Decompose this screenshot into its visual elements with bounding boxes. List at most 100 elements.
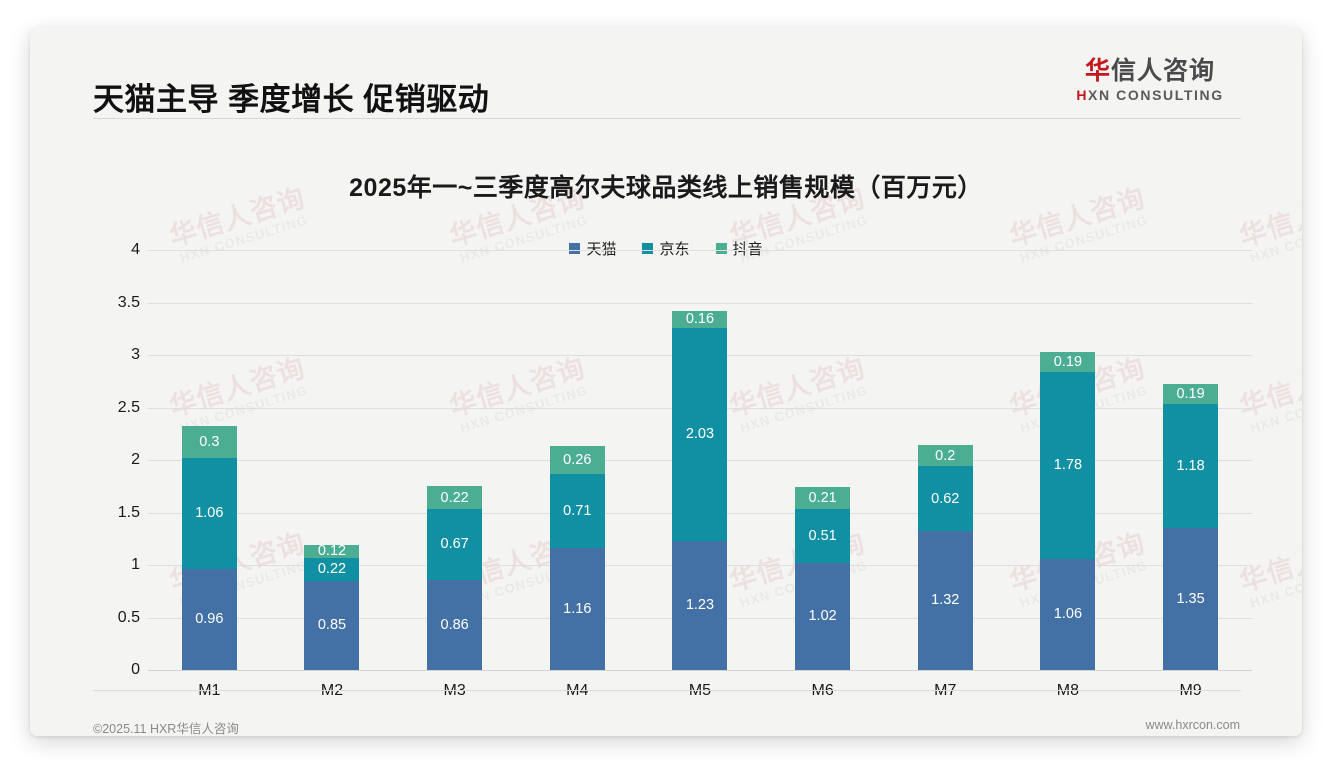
x-axis-label-M8: M8: [1056, 682, 1080, 699]
x-axis-label-M1: M1: [198, 682, 221, 699]
bar-segment-抖音-M8[interactable]: 0.19: [1040, 351, 1096, 372]
legend-swatch-icon: [642, 243, 654, 254]
logo-english-text: HXN CONSULTING: [1060, 86, 1240, 105]
chart-legend: 天猫 京东 抖音: [30, 238, 1302, 259]
bar-segment-京东-M7[interactable]: 0.62: [917, 466, 973, 532]
bar-group-M4[interactable]: 0.26 0.71 1.16: [549, 446, 605, 670]
y-axis-tick-label: 0.5: [117, 608, 140, 626]
bar-segment-天猫-M3[interactable]: 0.86: [427, 579, 483, 670]
bar-segment-京东-M4[interactable]: 0.71: [549, 473, 605, 549]
bar-value-label: 1.32: [931, 592, 960, 609]
bar-segment-抖音-M9[interactable]: 0.19: [1163, 384, 1219, 405]
logo-cn-rest: 信人咨询: [1111, 57, 1216, 85]
header-divider: [93, 118, 1241, 119]
bar-value-label: 1.18: [1176, 458, 1205, 475]
bar-value-label: 0.19: [1176, 386, 1205, 403]
slide-card: 华信人咨询 HXN CONSULTING 华信人咨询 HXN CONSULTING 华信…: [30, 28, 1302, 736]
bar-segment-京东-M5[interactable]: 2.03: [672, 327, 728, 541]
bar-segment-抖音-M5[interactable]: 0.16: [672, 310, 728, 328]
slide-header: 天猫主导 季度增长 促销驱动 华信人咨询 HXN CONSULTING: [30, 28, 1302, 120]
bar-value-label: 0.22: [317, 560, 347, 577]
y-axis-tick-label: 3: [131, 346, 140, 363]
bar-value-label: 0.22: [440, 489, 469, 506]
bar-value-label: 0.2: [935, 447, 956, 464]
bar-segment-天猫-M8[interactable]: 1.06: [1040, 558, 1096, 670]
y-axis-tick-label: 0: [131, 661, 140, 678]
page-title: 天猫主导 季度增长 促销驱动: [93, 82, 490, 117]
bar-segment-抖音-M3[interactable]: 0.22: [427, 486, 483, 510]
legend-item-京东[interactable]: 京东: [642, 238, 690, 259]
x-axis-label-M4: M4: [566, 682, 589, 699]
legend-item-天猫[interactable]: 天猫: [569, 238, 616, 259]
x-axis-label-M6: M6: [811, 682, 834, 699]
bar-value-label: 1.16: [563, 600, 592, 617]
bar-segment-天猫-M6[interactable]: 1.02: [795, 562, 851, 670]
legend-label: 天猫: [586, 241, 617, 258]
x-axis-label-M9: M9: [1179, 682, 1202, 699]
bar-series-container: 0.3 1.06 0.96 0.12 0.22 0.85 0.22 0.67 0.86 0.26 0…: [148, 250, 1252, 670]
bar-value-label: 1.06: [1053, 606, 1083, 623]
bar-value-label: 0.96: [195, 611, 224, 628]
bar-value-label: 1.02: [808, 608, 837, 625]
x-axis-label-M3: M3: [443, 682, 466, 699]
bar-segment-抖音-M4[interactable]: 0.26: [549, 446, 605, 474]
legend-label: 京东: [659, 241, 690, 258]
legend-swatch-icon: [715, 243, 727, 254]
bar-value-label: 0.62: [931, 490, 960, 507]
bar-value-label: 0.21: [808, 490, 837, 507]
logo-h-char: H: [1076, 87, 1089, 103]
bar-value-label: 0.71: [563, 502, 592, 519]
bar-segment-天猫-M7[interactable]: 1.32: [917, 531, 973, 670]
bar-segment-天猫-M2[interactable]: 0.85: [304, 580, 360, 670]
bar-value-label: 0.51: [808, 527, 837, 544]
bar-group-M2[interactable]: 0.12 0.22 0.85: [304, 545, 360, 670]
y-axis-tick-label: 3.5: [117, 293, 140, 311]
bar-value-label: 1.35: [1176, 590, 1205, 607]
bar-group-M8[interactable]: 0.19 1.78 1.06: [1040, 351, 1096, 670]
bar-segment-抖音-M2[interactable]: 0.12: [304, 545, 360, 558]
bar-segment-天猫-M1[interactable]: 0.96: [181, 569, 237, 670]
bar-value-label: 1.78: [1053, 457, 1083, 473]
bar-value-label: 0.16: [685, 311, 715, 328]
bar-value-label: 0.3: [199, 433, 220, 450]
bar-value-label: 2.03: [685, 426, 715, 443]
y-axis-tick-label: 4: [131, 241, 140, 258]
gridline: [148, 670, 1252, 671]
bar-segment-京东-M8[interactable]: 1.78: [1040, 371, 1096, 559]
logo-hua-char: 华: [1084, 57, 1111, 85]
bar-segment-天猫-M9[interactable]: 1.35: [1163, 528, 1219, 670]
bar-group-M6[interactable]: 0.21 0.51 1.02: [795, 487, 851, 670]
logo-chinese-text: 华信人咨询: [1060, 56, 1240, 86]
bar-value-label: 1.06: [195, 505, 224, 522]
bar-value-label: 0.86: [440, 616, 469, 633]
y-axis-tick-label: 1.5: [117, 503, 140, 521]
bar-segment-天猫-M5[interactable]: 1.23: [672, 540, 728, 670]
bar-segment-京东-M6[interactable]: 0.51: [795, 509, 851, 563]
bar-group-M7[interactable]: 0.2 0.62 1.32: [917, 445, 973, 670]
bar-segment-抖音-M7[interactable]: 0.2: [917, 445, 973, 467]
bar-value-label: 1.23: [685, 597, 715, 614]
bar-segment-京东-M3[interactable]: 0.67: [427, 509, 483, 580]
bar-segment-京东-M2[interactable]: 0.22: [304, 557, 360, 581]
bar-group-M5[interactable]: 0.16 2.03 1.23: [672, 310, 728, 670]
chart-title: 2025年一~三季度高尔夫球品类线上销售规模（百万元）: [349, 174, 983, 202]
bar-segment-抖音-M1[interactable]: 0.3: [181, 426, 237, 458]
bar-group-M9[interactable]: 0.19 1.18 1.35: [1163, 384, 1219, 670]
y-axis-tick-label: 2: [131, 451, 140, 468]
x-axis-label-M5: M5: [688, 682, 712, 699]
legend-item-抖音[interactable]: 抖音: [715, 238, 763, 259]
bar-segment-天猫-M4[interactable]: 1.16: [549, 548, 605, 670]
footer-website[interactable]: www.hxrcon.com: [1145, 718, 1240, 732]
gridline: [148, 250, 1252, 251]
x-axis-label-M2: M2: [320, 682, 344, 699]
bar-group-M1[interactable]: 0.3 1.06 0.96: [181, 426, 237, 670]
legend-swatch-icon: [569, 243, 581, 254]
bar-value-label: 0.26: [563, 451, 592, 468]
bar-group-M3[interactable]: 0.22 0.67 0.86: [427, 486, 483, 670]
bar-segment-京东-M1[interactable]: 1.06: [181, 457, 237, 570]
bar-segment-京东-M9[interactable]: 1.18: [1163, 404, 1219, 529]
gridline: [148, 302, 1252, 304]
y-axis-tick-label: 2.5: [117, 398, 140, 416]
x-axis-labels: M1 M2 M3 M4 M5 M6 M7 M8 M9: [148, 682, 1252, 700]
bar-segment-抖音-M6[interactable]: 0.21: [795, 487, 851, 510]
